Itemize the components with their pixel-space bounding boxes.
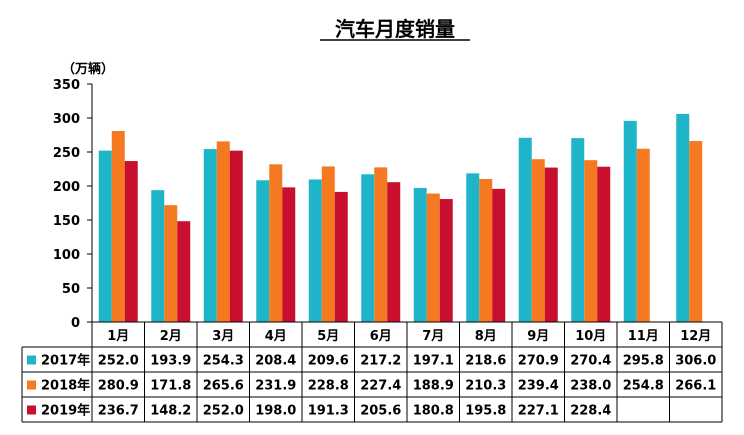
bar-2017年-5月 <box>308 179 322 322</box>
data-label: 306.0 <box>675 354 716 369</box>
bar-2018年-3月 <box>216 141 230 322</box>
data-label: 228.8 <box>308 379 349 394</box>
data-label: 254.3 <box>203 354 244 369</box>
bar-2017年-12月 <box>676 113 690 322</box>
x-tick-label: 5月 <box>317 329 339 344</box>
bar-2017年-10月 <box>571 138 585 322</box>
y-tick-label: 250 <box>53 146 80 161</box>
bar-2018年-11月 <box>636 148 650 322</box>
data-label: 238.0 <box>570 379 611 394</box>
x-tick-label: 3月 <box>212 329 234 344</box>
legend-label: 2017年 <box>41 353 90 369</box>
bar-2019年-4月 <box>282 187 296 322</box>
bar-2018年-12月 <box>689 141 703 322</box>
data-label: 218.6 <box>465 354 506 369</box>
data-label: 217.2 <box>360 354 401 369</box>
data-label: 227.4 <box>360 379 401 394</box>
y-tick-label: 100 <box>53 248 80 263</box>
data-table: 1月 2月 3月 4月 5月 6月 7月 8月 9月 10月 11月 12月 2017年 252.0 193… <box>21 321 723 423</box>
data-label: 228.4 <box>570 404 611 419</box>
data-label: 270.9 <box>518 354 559 369</box>
bar-2019年-1月 <box>124 161 138 322</box>
bar-2019年-2月 <box>177 221 191 322</box>
bar-2019年-6月 <box>387 182 401 322</box>
chart-title: 汽车月度销量 <box>335 17 455 41</box>
legend-label: 2018年 <box>41 378 90 394</box>
data-label: 239.4 <box>518 379 559 394</box>
data-label: 210.3 <box>465 379 506 394</box>
bar-2018年-6月 <box>374 167 388 322</box>
data-label: 195.8 <box>465 404 506 419</box>
data-label: 188.9 <box>413 379 454 394</box>
y-tick-label: 300 <box>53 112 80 127</box>
legend-swatch <box>27 405 36 415</box>
data-label: 295.8 <box>623 354 664 369</box>
x-tick-label: 7月 <box>422 329 444 344</box>
x-tick-label: 1月 <box>107 329 129 344</box>
data-label: 198.0 <box>255 404 296 419</box>
y-axis-unit: （万辆） <box>62 61 114 77</box>
data-label: 171.8 <box>150 379 191 394</box>
data-label: 252.0 <box>203 404 244 419</box>
bar-2019年-10月 <box>597 166 611 322</box>
legend-swatch <box>27 380 36 390</box>
data-label: 205.6 <box>360 404 401 419</box>
bar-2019年-5月 <box>334 191 348 322</box>
data-label: 197.1 <box>413 354 454 369</box>
data-label: 180.8 <box>413 404 454 419</box>
bar-2018年-7月 <box>426 193 440 322</box>
plot-area: 0 50 100 150 200 250 300 350 <box>53 78 703 331</box>
bar-2017年-6月 <box>361 174 375 322</box>
bar-2019年-7月 <box>439 199 453 322</box>
bar-2017年-3月 <box>203 149 217 322</box>
y-tick-label: 200 <box>53 180 80 195</box>
data-label: 266.1 <box>675 379 716 394</box>
x-tick-label: 10月 <box>575 329 606 344</box>
bar-2017年-7月 <box>413 187 427 322</box>
legend-label: 2019年 <box>41 403 90 419</box>
bar-2018年-5月 <box>321 166 335 322</box>
y-tick-label: 350 <box>53 78 80 93</box>
bar-2019年-3月 <box>229 150 243 322</box>
bar-2017年-9月 <box>518 137 532 322</box>
x-tick-label: 8月 <box>475 329 497 344</box>
bar-2017年-1月 <box>98 150 112 322</box>
bar-2019年-9月 <box>544 167 558 322</box>
x-tick-label: 4月 <box>265 329 287 344</box>
data-label: 148.2 <box>150 404 191 419</box>
bar-2017年-4月 <box>256 180 270 322</box>
y-tick-label: 50 <box>62 282 80 297</box>
x-tick-label: 6月 <box>370 329 392 344</box>
data-label: 209.6 <box>308 354 349 369</box>
data-label: 208.4 <box>255 354 296 369</box>
x-tick-label: 9月 <box>527 329 549 344</box>
data-label: 231.9 <box>255 379 296 394</box>
bar-2019年-8月 <box>492 188 506 322</box>
data-label: 193.9 <box>150 354 191 369</box>
data-label: 252.0 <box>98 354 139 369</box>
data-label: 227.1 <box>518 404 559 419</box>
y-tick-label: 0 <box>71 316 80 331</box>
data-label: 236.7 <box>98 404 139 419</box>
x-tick-label: 2月 <box>160 329 182 344</box>
legend-swatch <box>27 355 36 365</box>
data-label: 265.6 <box>203 379 244 394</box>
x-tick-label: 11月 <box>628 329 659 344</box>
bar-2018年-10月 <box>584 160 598 322</box>
bar-2018年-1月 <box>111 130 125 322</box>
bar-2018年-4月 <box>269 164 283 322</box>
data-label: 280.9 <box>98 379 139 394</box>
x-tick-label: 12月 <box>680 329 711 344</box>
bar-2017年-8月 <box>466 173 480 322</box>
bar-2018年-2月 <box>164 205 178 322</box>
bar-2017年-2月 <box>151 190 165 322</box>
bar-2017年-11月 <box>623 120 637 322</box>
bar-2018年-8月 <box>479 178 493 322</box>
data-label: 191.3 <box>308 404 349 419</box>
y-tick-label: 150 <box>53 214 80 229</box>
data-label: 254.8 <box>623 379 664 394</box>
bar-2018年-9月 <box>531 159 545 322</box>
data-label: 270.4 <box>570 354 611 369</box>
